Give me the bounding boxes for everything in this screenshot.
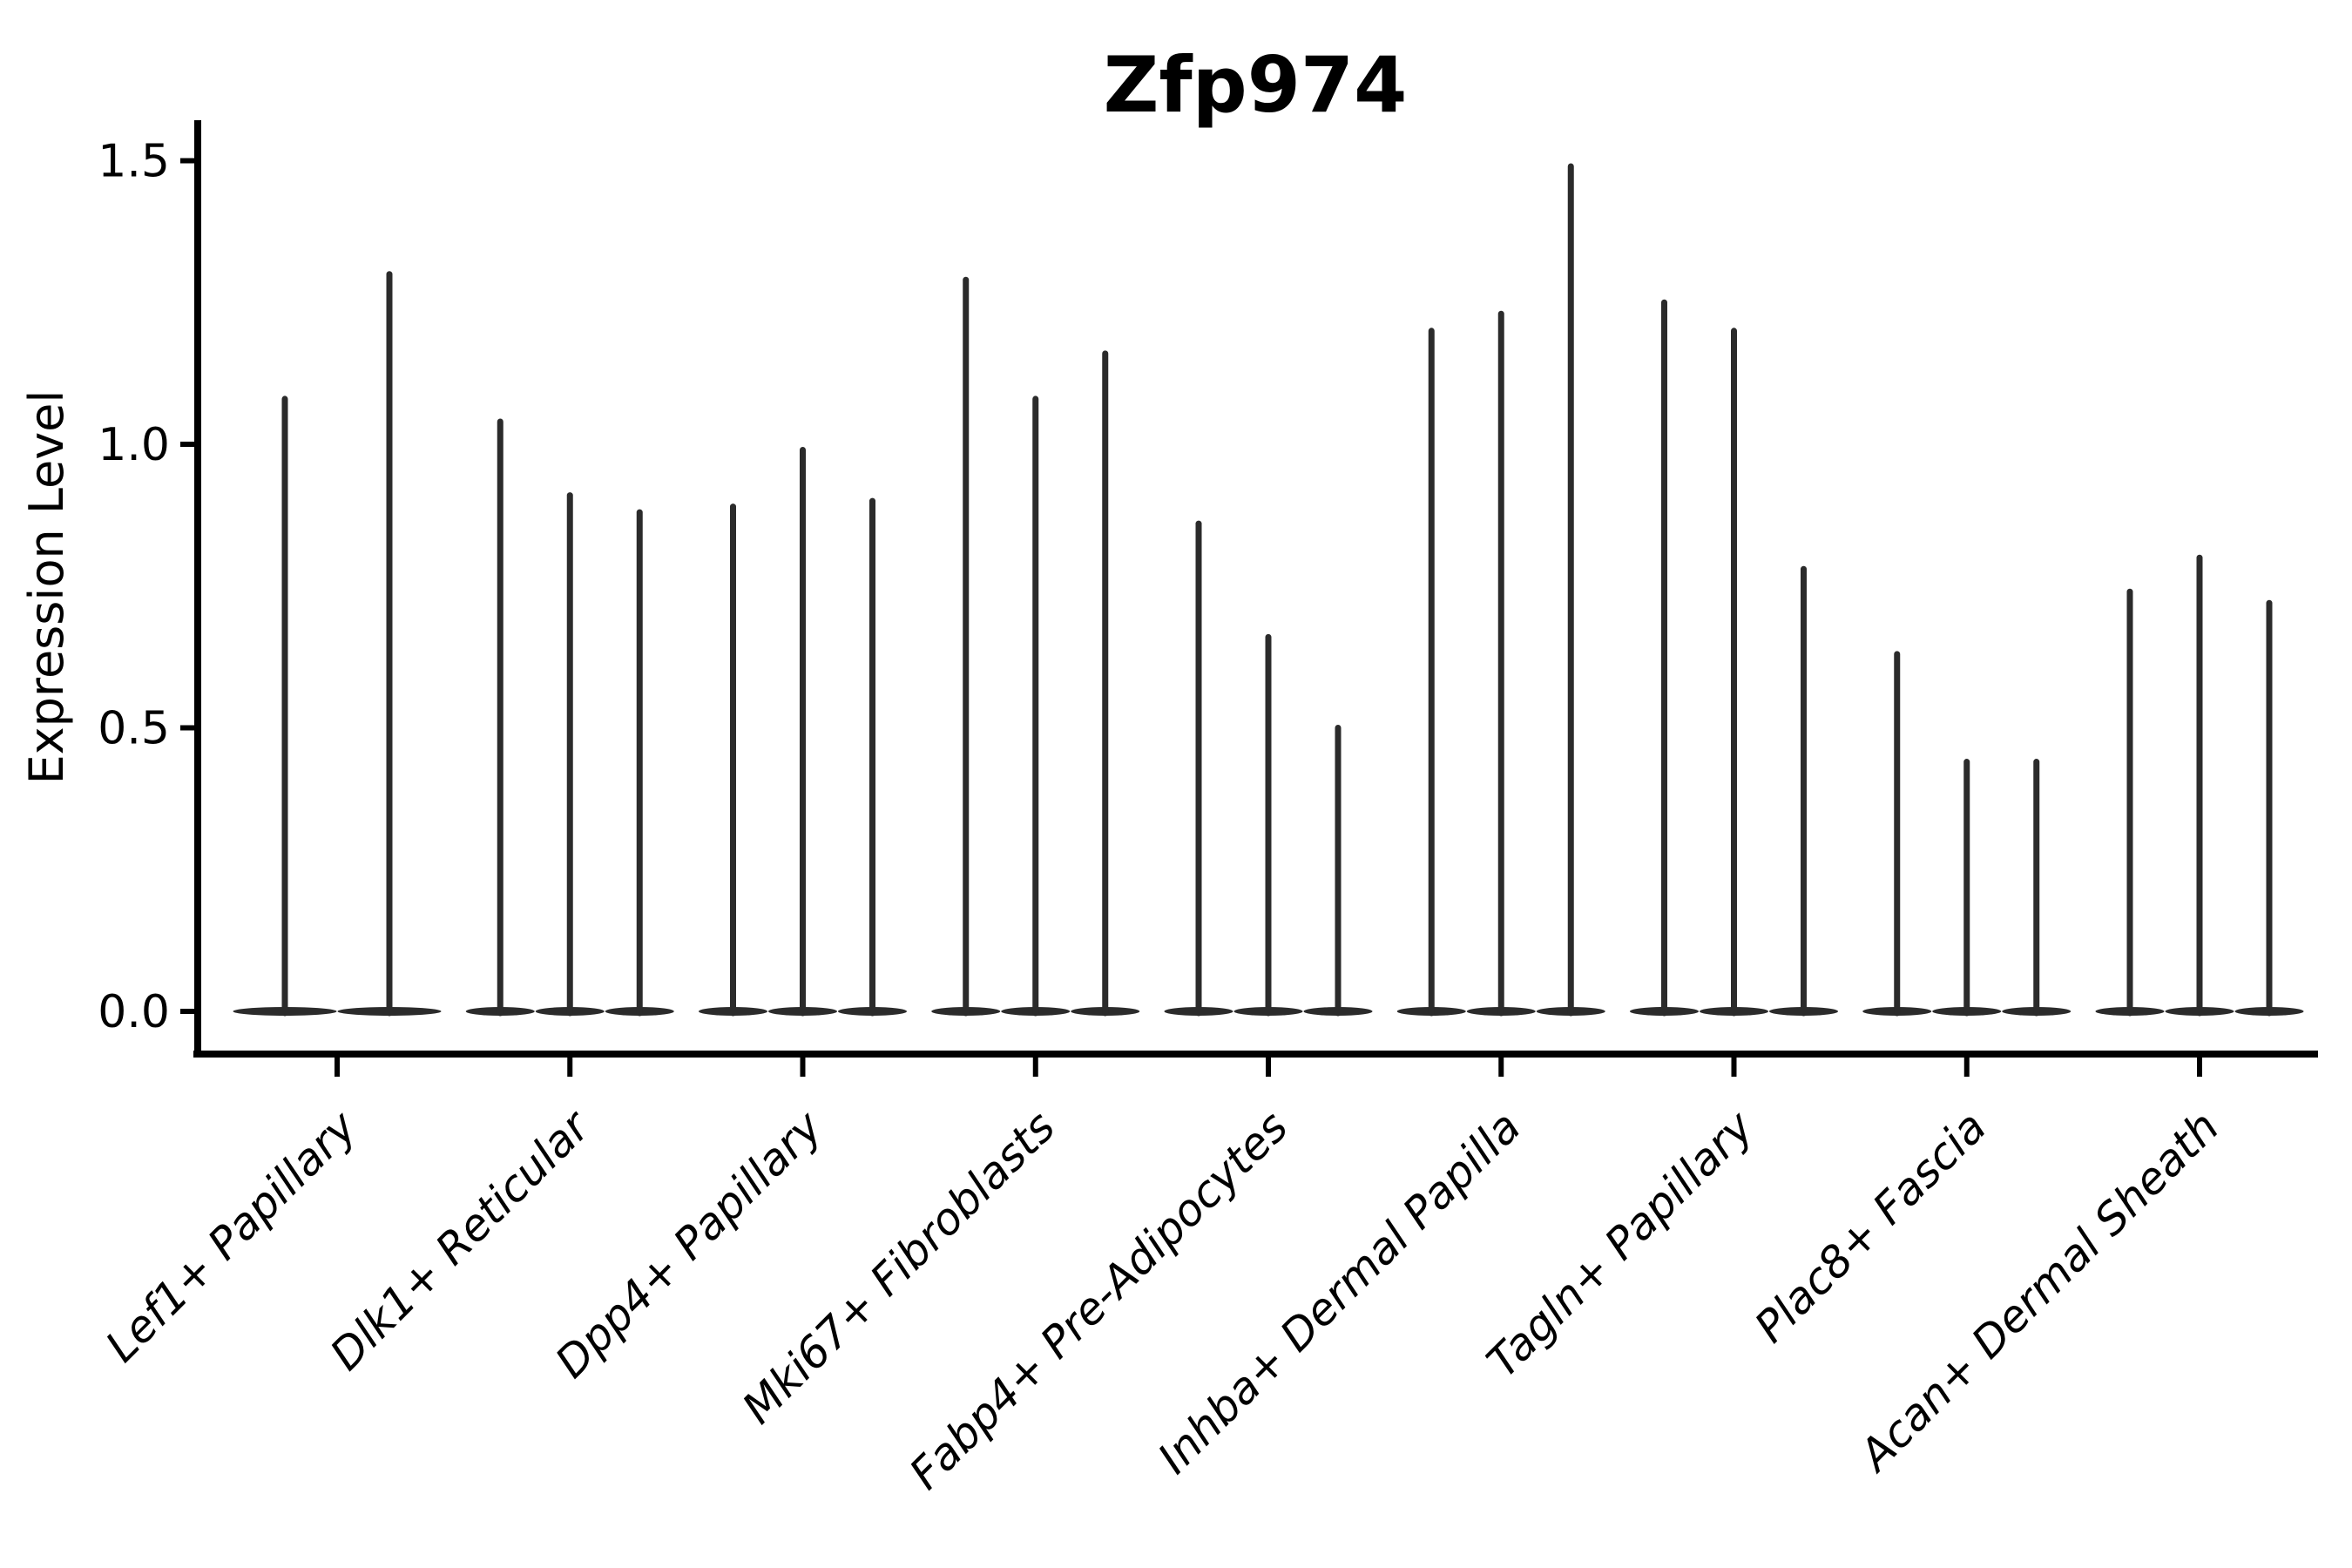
y-tick-label: 1.5 [98,136,170,188]
x-tick-label: Lef1+ Papillary [96,1100,367,1371]
violin-group [699,447,907,1017]
y-tick-label: 0.5 [98,703,170,755]
y-axis-label: Expression Level [19,390,74,785]
violin-group [1396,163,1605,1017]
violin-group [931,276,1140,1017]
y-tick-label: 0.0 [98,986,170,1038]
violins-layer [233,163,2304,1017]
violin-group [1164,520,1373,1017]
plot-title: Zfp974 [1104,40,1408,130]
x-tick-label: Plac8+ Fascia [1745,1101,1996,1352]
violin-group [465,418,674,1017]
y-ticks-layer: 0.0 0.5 1.0 1.5 [98,136,198,1038]
violin-group [1630,299,1838,1017]
violin-group [233,271,442,1017]
y-tick-label: 1.0 [98,419,170,471]
violin-group [1862,651,2072,1017]
x-tick-label: Fabp4+ Pre-Adipocytes [900,1101,1298,1499]
violin-group [2095,554,2304,1017]
